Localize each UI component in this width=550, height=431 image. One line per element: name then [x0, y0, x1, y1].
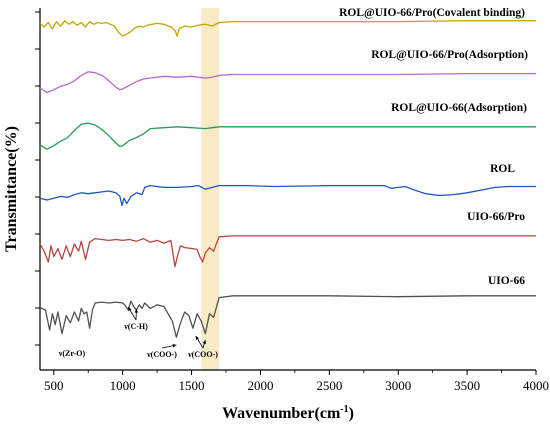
annotation-arrowhead: [128, 307, 132, 311]
series-line: [39, 20, 536, 37]
annotation-arrowhead: [172, 344, 177, 348]
series-label: ROL@UIO-66/Pro(Adsorption): [371, 49, 528, 61]
ticks: 500 1000 1500 2000 2500 3000 3500 4000: [35, 11, 549, 393]
series-label: UIO-66/Pro: [467, 211, 525, 223]
series-line: [39, 122, 536, 150]
annotation-label: ν(COO-): [146, 350, 177, 359]
annotation-arrowhead: [195, 336, 200, 340]
series-label: ROL: [490, 163, 515, 175]
series-labels: ROL@UIO-66/Pro(Covalent binding) ROL@UIO-…: [339, 7, 528, 287]
series-line: [39, 235, 536, 268]
series-line: [39, 71, 536, 94]
x-axis-title: Wavenumber(cm-1): [222, 404, 354, 422]
x-tick-label: 3500: [454, 378, 480, 393]
annotation-arrowhead: [134, 309, 139, 313]
series-label: ROL@UIO-66(Adsorption): [391, 102, 527, 114]
x-tick-label: 1500: [179, 378, 205, 393]
series-line: [39, 295, 536, 338]
series-lines: [39, 20, 536, 338]
annotations: ν(Zr-O) ν(C-H) ν(COO-) ν(COO-): [58, 306, 218, 359]
series-label: ROL@UIO-66/Pro(Covalent binding): [339, 7, 525, 19]
annotation-label: ν(COO-): [187, 350, 218, 359]
x-tick-label: 2000: [247, 378, 273, 393]
x-tick-label: 2500: [316, 378, 342, 393]
highlight-band: [201, 8, 220, 370]
axes: [39, 8, 536, 371]
x-tick-label: 4000: [523, 378, 549, 393]
x-tick-label: 500: [44, 378, 64, 393]
annotation-arrowhead: [202, 340, 206, 344]
series-line: [39, 184, 536, 207]
series-label: UIO-66: [488, 275, 525, 287]
annotation-label: ν(C-H): [123, 322, 148, 331]
y-axis-title: Transmittance(%): [3, 126, 20, 252]
annotation-label: ν(Zr-O): [58, 349, 86, 358]
x-tick-label: 1000: [110, 378, 136, 393]
x-tick-label: 3000: [385, 378, 411, 393]
